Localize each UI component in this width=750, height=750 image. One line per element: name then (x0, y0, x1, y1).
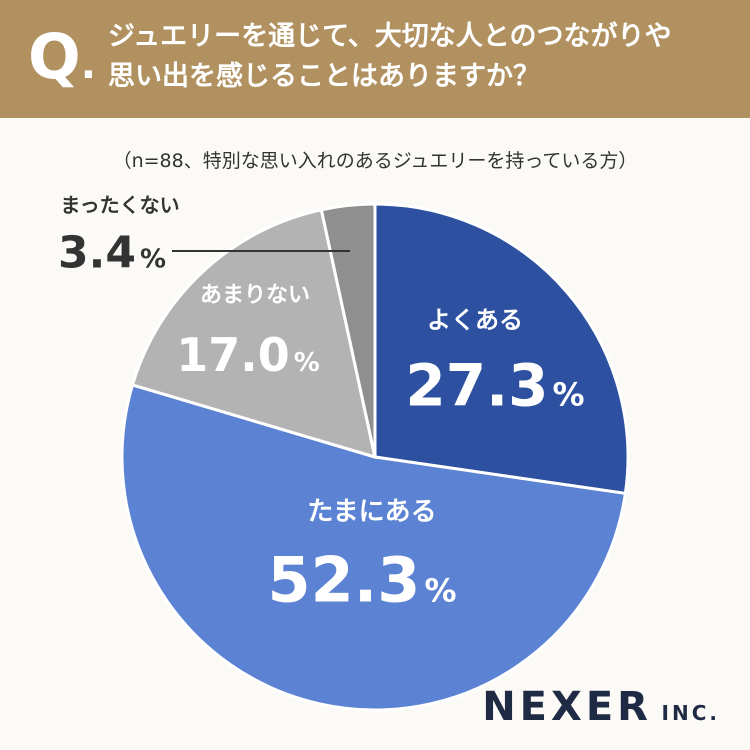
question-line-2: 思い出を感じることはありますか？ (108, 61, 540, 92)
slice-never (319, 202, 377, 458)
nexer-logo: NEXER INC. (482, 684, 720, 730)
slice-never-category-label: まったくない (60, 193, 179, 217)
question-banner: Q. ジュエリーを通じて、大切な人とのつながりや 思い出を感じることはありますか… (0, 0, 750, 118)
question-text: ジュエリーを通じて、大切な人とのつながりや 思い出を感じることはありますか？ (108, 17, 728, 97)
slice-sometimes-category-label: たまにある (307, 497, 436, 527)
slice-sometimes (120, 383, 628, 712)
question-mark: Q. (28, 20, 96, 93)
slice-rarely-category-label: あまりない (200, 283, 310, 308)
slice-often-category-label: よくある (427, 306, 523, 334)
sample-note: （n=88、特別な思い入れのあるジュエリーを持っている方） (112, 150, 638, 172)
slice-often-value-label: 27.3% (405, 351, 584, 419)
slice-never-value-label: 3.4% (58, 227, 166, 278)
slice-often (373, 202, 630, 496)
slice-sometimes-value-label: 52.3% (267, 544, 456, 617)
slice-rarely-value-label: 17.0% (176, 328, 320, 382)
question-line-1: ジュエリーを通じて、大切な人とのつながりや (108, 21, 672, 52)
slice-rarely (130, 207, 378, 460)
